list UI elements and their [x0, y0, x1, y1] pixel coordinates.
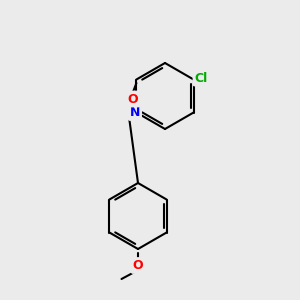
Text: Cl: Cl — [194, 71, 208, 85]
Text: N: N — [130, 106, 140, 119]
Text: O: O — [128, 92, 138, 106]
Text: O: O — [133, 259, 143, 272]
